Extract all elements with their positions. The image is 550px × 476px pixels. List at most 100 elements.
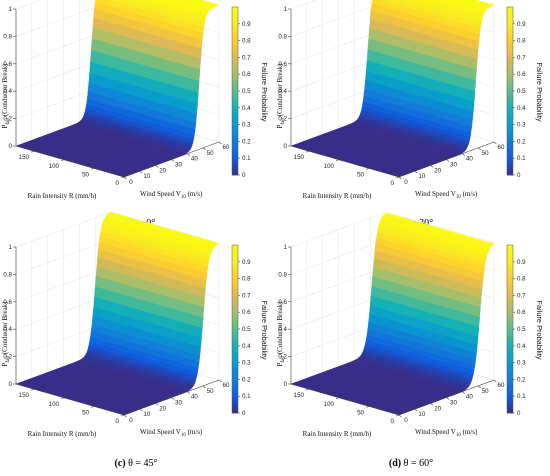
colorbar-segment <box>232 113 238 117</box>
wind-tick <box>430 403 434 406</box>
wind-axis-label: Wind Speed V10 (m/s) <box>140 428 203 438</box>
colorbar-segment <box>232 365 238 369</box>
colorbar-tick-label: 0.7 <box>517 292 526 299</box>
colorbar-segment <box>232 149 238 153</box>
wind-tick <box>446 159 450 162</box>
colorbar-segment <box>232 343 238 347</box>
colorbar-segment <box>232 18 238 22</box>
colorbar-segment <box>232 298 238 302</box>
colorbar-segment <box>232 138 238 142</box>
colorbar-segment <box>507 343 513 347</box>
probability-axis-label: Pfail (Conductor Break) <box>276 301 286 367</box>
colorbar: 0 0.1 0.2 0.3 0.4 0.5 0.6 0.7 0.8 0.9 Failure Prob… <box>231 244 269 417</box>
wind-tick <box>139 408 143 412</box>
colorbar-tick-label: 0.3 <box>517 360 526 367</box>
colorbar-segment <box>232 110 238 114</box>
colorbar-segment <box>232 82 238 86</box>
colorbar-segment <box>232 247 238 251</box>
colorbar-segment <box>232 119 238 123</box>
colorbar-segment <box>507 382 513 386</box>
colorbar-segment <box>507 124 513 128</box>
colorbar-segment <box>232 124 238 128</box>
wind-tick-label: 60 <box>223 144 230 151</box>
wind-tick <box>462 153 466 156</box>
rain-tick <box>335 397 340 400</box>
wind-tick <box>202 385 206 389</box>
colorbar-segment <box>507 359 513 363</box>
wind-tick-label: 20 <box>159 167 166 174</box>
probability-tick-label: 0.4 <box>278 326 287 333</box>
colorbar-segment <box>232 127 238 131</box>
colorbar-segment <box>507 152 513 156</box>
colorbar-segment <box>232 68 238 72</box>
colorbar-segment <box>507 334 513 338</box>
colorbar-segment <box>232 399 238 403</box>
wind-tick-label: 30 <box>175 400 182 407</box>
colorbar-segment <box>232 264 238 268</box>
colorbar-segment <box>507 130 513 134</box>
surface-panel-a: 0 50 100 150 0 10 20 30 40 50 60 0 0.2 0.4 0.6 0.8 1 Rain… <box>1 0 269 229</box>
colorbar-segment <box>507 354 513 358</box>
wind-tick <box>171 159 175 162</box>
colorbar-segment <box>507 121 513 125</box>
colorbar-segment <box>507 329 513 333</box>
wind-tick <box>171 397 175 400</box>
colorbar-segment <box>507 144 513 148</box>
colorbar-segment <box>507 91 513 95</box>
colorbar-tick-label: 0.6 <box>517 309 526 316</box>
probability-tick-label: 0.6 <box>3 61 12 68</box>
colorbar-tick-label: 0.3 <box>242 360 251 367</box>
colorbar-segment <box>232 96 238 100</box>
colorbar-segment <box>232 166 238 170</box>
colorbar-tick-label: 0.8 <box>242 276 251 283</box>
colorbar-label: Failure Probability <box>535 62 544 121</box>
probability-surface <box>290 212 495 416</box>
rain-tick-label: 50 <box>357 171 364 178</box>
colorbar-segment <box>232 309 238 313</box>
colorbar-segment <box>507 46 513 50</box>
surface-panel-c: 0 50 100 150 0 10 20 30 40 50 60 0 0.2 0.4 0.6 0.8 1 Rain… <box>1 211 269 469</box>
colorbar-segment <box>232 317 238 321</box>
rain-tick <box>120 176 125 179</box>
colorbar-segment <box>232 340 238 344</box>
colorbar-segment <box>507 110 513 114</box>
rain-tick <box>60 397 65 400</box>
colorbar-segment <box>507 51 513 55</box>
colorbar-segment <box>507 292 513 296</box>
rain-tick-label: 0 <box>391 418 395 425</box>
panel-caption: (c) θ = 45° <box>114 458 157 469</box>
colorbar-segment <box>232 46 238 50</box>
colorbar-segment <box>232 57 238 61</box>
colorbar-segment <box>232 26 238 30</box>
surface-strip <box>473 0 495 6</box>
colorbar-segment <box>507 401 513 405</box>
colorbar-segment <box>507 43 513 47</box>
rain-tick-label: 150 <box>294 154 305 161</box>
colorbar-segment <box>232 376 238 380</box>
colorbar-segment <box>507 172 513 176</box>
colorbar-segment <box>507 407 513 411</box>
wind-tick-label: 10 <box>143 411 150 418</box>
rain-tick <box>90 168 95 170</box>
colorbar: 0 0.1 0.2 0.3 0.4 0.5 0.6 0.7 0.8 0.9 Failure Prob… <box>506 6 544 179</box>
colorbar-segment <box>507 60 513 64</box>
colorbar-segment <box>507 393 513 397</box>
colorbar-segment <box>507 396 513 400</box>
colorbar-segment <box>507 287 513 291</box>
colorbar-tick-label: 0 <box>517 172 521 179</box>
colorbar-segment <box>507 79 513 83</box>
axes <box>13 246 222 418</box>
colorbar-segment <box>507 259 513 263</box>
surface-strip <box>384 212 495 245</box>
colorbar-segment <box>232 326 238 330</box>
colorbar-segment <box>507 245 513 249</box>
wind-tick-label: 60 <box>223 382 230 389</box>
colorbar: 0 0.1 0.2 0.3 0.4 0.5 0.6 0.7 0.8 0.9 Failure Prob… <box>231 6 269 179</box>
colorbar-segment <box>232 7 238 11</box>
rain-tick <box>120 414 125 417</box>
colorbar-tick-label: 0.8 <box>517 38 526 45</box>
colorbar-segment <box>507 74 513 78</box>
colorbar-tick-label: 0.3 <box>242 122 251 129</box>
colorbar-segment <box>507 348 513 352</box>
wind-tick <box>202 147 206 151</box>
